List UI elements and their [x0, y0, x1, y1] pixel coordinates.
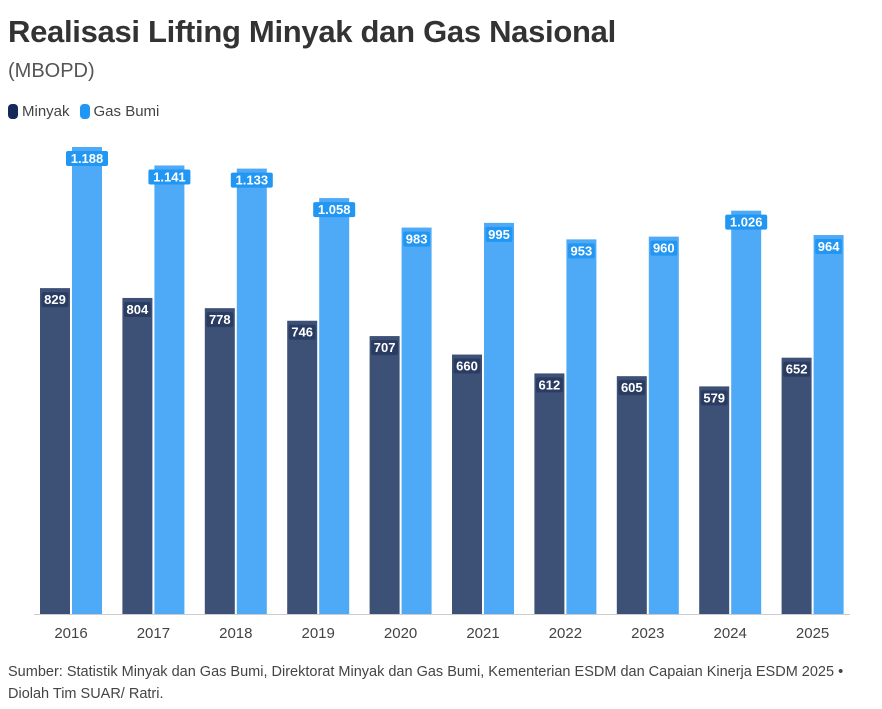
- data-label-bg: [453, 358, 481, 374]
- bar-minyak-2017[interactable]: [122, 297, 153, 614]
- bar-gas-bumi-2020[interactable]: [401, 227, 432, 614]
- bar-minyak-2021[interactable]: [452, 354, 482, 614]
- data-label: 1.058: [318, 202, 351, 217]
- data-label-bg: [148, 169, 191, 185]
- data-label-bg: [288, 324, 316, 340]
- bar-minyak-2016[interactable]: [40, 288, 70, 614]
- data-label-bg: [725, 214, 768, 230]
- source-note: Sumber: Statistik Minyak dan Gas Bumi, D…: [8, 664, 844, 702]
- data-label: 778: [209, 312, 231, 327]
- chart-subtitle: (MBOPD): [8, 60, 95, 82]
- chart-title: Realisasi Lifting Minyak dan Gas Nasiona…: [8, 14, 616, 49]
- x-tick-label: 2016: [54, 625, 87, 642]
- data-label: 995: [488, 227, 510, 242]
- legend-swatch-minyak: [8, 104, 18, 119]
- legend-swatch-gas-bumi: [79, 104, 90, 119]
- data-label: 605: [621, 380, 643, 395]
- data-label-bg: [536, 377, 563, 393]
- bar-minyak-2024[interactable]: [699, 386, 730, 614]
- data-label: 612: [539, 377, 561, 392]
- data-label: 983: [406, 232, 428, 247]
- data-label: 707: [374, 340, 396, 355]
- legend-label: Minyak: [22, 103, 70, 120]
- data-label-bg: [700, 390, 728, 406]
- data-label-bg: [230, 172, 273, 188]
- data-label-bg: [568, 243, 595, 259]
- bar-gas-bumi-2017[interactable]: [154, 165, 185, 614]
- data-label: 964: [818, 239, 840, 254]
- data-label: 1.188: [71, 151, 104, 166]
- data-label: 953: [571, 243, 593, 258]
- data-label-bg: [815, 239, 842, 255]
- data-label-bg: [618, 380, 646, 396]
- x-tick-label: 2025: [796, 625, 829, 642]
- data-label-bg: [485, 226, 513, 242]
- x-tick-label: 2017: [137, 625, 170, 642]
- data-label: 660: [456, 359, 478, 374]
- legend-item-gas-bumi[interactable]: Gas Bumi: [79, 103, 160, 120]
- bar-minyak-2022[interactable]: [534, 373, 565, 614]
- bar-gas-bumi-2024[interactable]: [731, 210, 762, 614]
- x-tick-label: 2019: [302, 625, 335, 642]
- data-label-bg: [313, 202, 356, 218]
- data-label: 960: [653, 241, 675, 256]
- data-label: 579: [703, 390, 725, 405]
- bar-minyak-2023[interactable]: [616, 376, 647, 614]
- legend-item-minyak[interactable]: Minyak: [8, 103, 70, 120]
- data-label: 746: [291, 325, 313, 340]
- bar-gas-bumi-2018[interactable]: [236, 168, 267, 615]
- data-label: 652: [786, 362, 808, 377]
- bar-gas-bumi-2022[interactable]: [566, 239, 597, 615]
- data-label-bg: [371, 340, 398, 356]
- data-label-bg: [41, 292, 69, 308]
- data-label: 804: [127, 302, 149, 317]
- legend-label: Gas Bumi: [93, 103, 160, 120]
- data-label-bg: [403, 231, 430, 247]
- data-label-bg: [650, 240, 678, 256]
- data-label-bg: [124, 301, 151, 317]
- bar-gas-bumi-2025[interactable]: [813, 235, 844, 614]
- bar-minyak-2020[interactable]: [369, 336, 400, 614]
- bar-gas-bumi-2016[interactable]: [72, 147, 102, 614]
- data-label: 829: [44, 292, 66, 307]
- data-label: 1.026: [730, 215, 763, 230]
- data-label-bg: [783, 361, 810, 377]
- x-tick-label: 2020: [384, 625, 417, 642]
- bar-minyak-2018[interactable]: [204, 308, 235, 614]
- bar-minyak-2019[interactable]: [287, 320, 318, 614]
- x-tick-label: 2021: [466, 625, 499, 642]
- data-label-bg: [66, 151, 108, 166]
- x-tick-label: 2022: [549, 625, 582, 642]
- x-tick-label: 2023: [631, 625, 664, 642]
- bar-gas-bumi-2021[interactable]: [484, 222, 514, 614]
- data-label: 1.133: [236, 173, 269, 188]
- bar-minyak-2025[interactable]: [781, 357, 812, 614]
- data-label: 1.141: [153, 169, 186, 184]
- bar-gas-bumi-2019[interactable]: [319, 198, 350, 614]
- bar-chart: 829 1.188 2016 804 1.141 2017 778 1.133 2018 746 1…: [34, 147, 850, 642]
- bar-gas-bumi-2023[interactable]: [648, 236, 679, 614]
- x-tick-label: 2018: [219, 625, 252, 642]
- x-tick-label: 2024: [714, 625, 747, 642]
- legend: Minyak Gas Bumi: [8, 103, 159, 120]
- data-label-bg: [206, 312, 234, 328]
